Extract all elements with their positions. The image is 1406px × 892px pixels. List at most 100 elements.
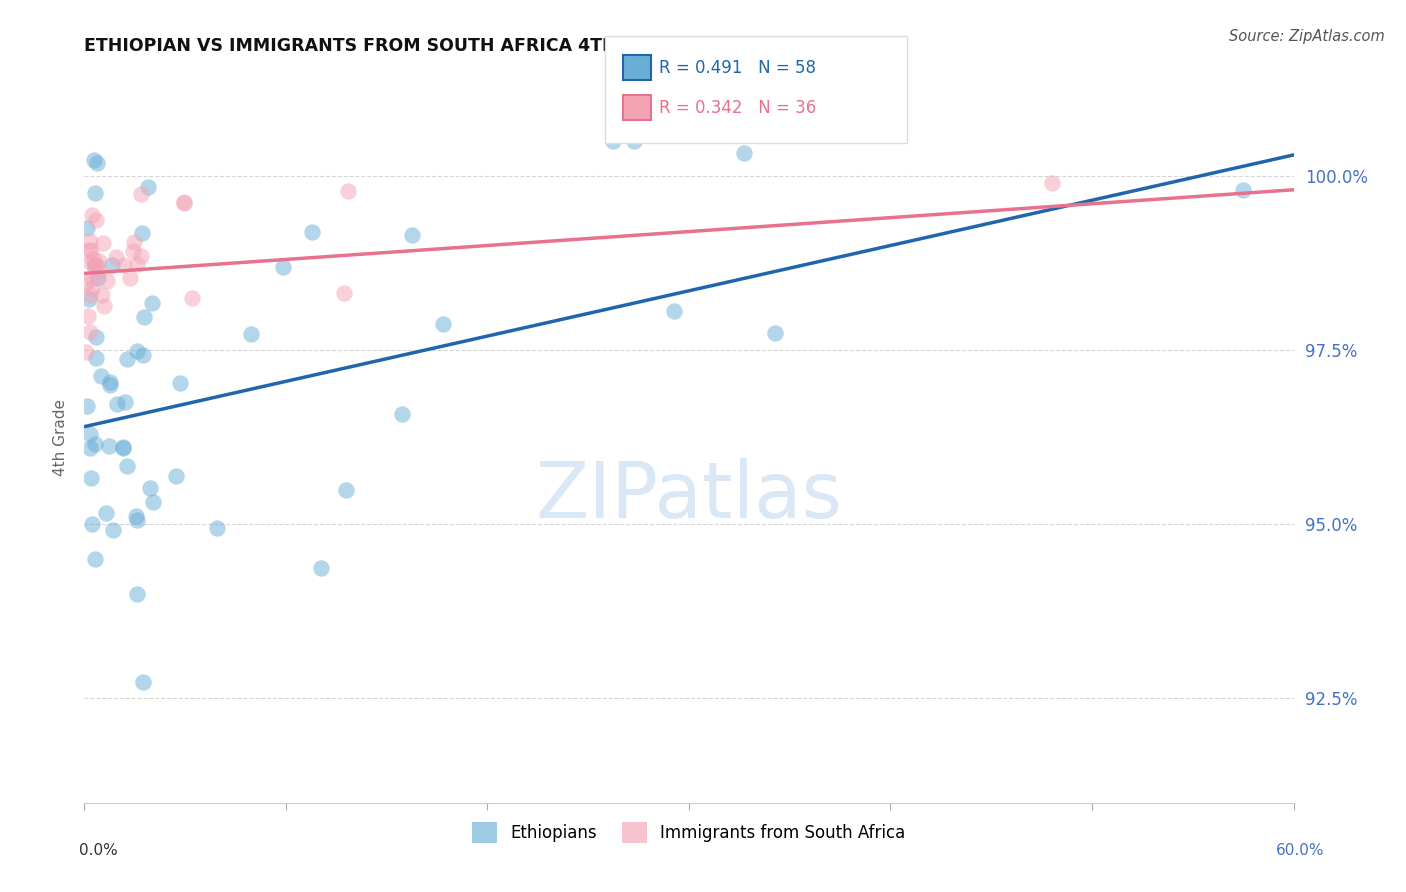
Point (77, 243, 100, 257)
Point (83, 259, 105, 273)
Point (83, 437, 105, 451)
Point (105, 396, 128, 410)
Text: Source: ZipAtlas.com: Source: ZipAtlas.com (1229, 29, 1385, 44)
Point (77, 309, 100, 323)
Point (79, 288, 101, 302)
Point (79, 441, 101, 455)
Point (87, 253, 110, 268)
Point (125, 257, 148, 271)
Point (111, 441, 134, 455)
Point (1040, 176, 1063, 190)
Point (662, 304, 685, 318)
Point (139, 482, 162, 496)
Point (91, 288, 114, 302)
Point (86, 156, 108, 170)
Point (125, 587, 148, 601)
Text: 60.0%: 60.0% (1277, 843, 1324, 858)
Point (75, 344, 97, 359)
Point (169, 376, 191, 390)
Point (111, 440, 134, 454)
Point (91, 235, 114, 250)
Point (138, 179, 160, 194)
Point (90, 369, 112, 384)
Point (181, 291, 204, 305)
Point (86, 351, 108, 366)
Point (76, 400, 98, 414)
Point (79, 255, 101, 269)
Point (82, 272, 104, 286)
Text: R = 0.342   N = 36: R = 0.342 N = 36 (659, 99, 817, 117)
Point (120, 271, 142, 285)
Text: 0.0%: 0.0% (79, 843, 118, 858)
Point (134, 310, 156, 324)
Point (96, 274, 118, 288)
Point (117, 458, 139, 473)
Point (763, 326, 786, 340)
Point (623, 134, 645, 148)
Point (602, 134, 624, 148)
Point (112, 258, 135, 272)
Point (80, 471, 103, 485)
Point (115, 352, 138, 367)
Point (131, 348, 153, 362)
Point (401, 228, 423, 243)
Point (80, 516, 103, 531)
Point (82, 208, 104, 222)
Point (1232, 183, 1254, 197)
Text: ETHIOPIAN VS IMMIGRANTS FROM SOUTH AFRICA 4TH GRADE CORRELATION CHART: ETHIOPIAN VS IMMIGRANTS FROM SOUTH AFRIC… (84, 37, 905, 54)
Point (132, 675, 155, 690)
Point (87, 270, 110, 285)
Y-axis label: 4th Grade: 4th Grade (53, 399, 69, 475)
Point (80, 281, 103, 295)
Point (332, 285, 354, 300)
Point (114, 394, 136, 409)
Point (239, 327, 262, 342)
Point (77, 292, 100, 306)
Point (83, 259, 105, 273)
Point (122, 244, 145, 258)
Point (84, 552, 107, 566)
Text: ZIPatlas: ZIPatlas (536, 458, 842, 533)
Text: R = 0.491   N = 58: R = 0.491 N = 58 (659, 59, 817, 77)
Point (125, 513, 148, 527)
Point (335, 483, 357, 497)
Point (391, 407, 413, 421)
Point (86, 212, 108, 227)
Point (129, 187, 152, 202)
Point (101, 258, 124, 272)
Point (336, 185, 359, 199)
Point (86, 265, 108, 279)
Point (141, 295, 163, 310)
Point (131, 249, 153, 263)
Point (205, 521, 228, 535)
Point (87, 260, 110, 274)
Point (173, 196, 195, 211)
Point (79, 243, 101, 257)
Point (309, 560, 332, 574)
Point (94, 506, 117, 520)
Point (83, 153, 105, 168)
Point (93, 300, 115, 314)
Point (301, 226, 323, 240)
Point (125, 343, 148, 358)
Point (98, 378, 121, 392)
Point (103, 523, 125, 537)
Point (173, 194, 195, 209)
Legend: Ethiopians, Immigrants from South Africa: Ethiopians, Immigrants from South Africa (465, 815, 912, 849)
Point (432, 318, 454, 332)
Point (83, 186, 105, 200)
Point (84, 330, 107, 344)
Point (733, 146, 755, 161)
Point (131, 226, 153, 240)
Point (75, 277, 97, 291)
Point (98, 376, 121, 390)
Point (98, 439, 121, 453)
Point (79, 426, 101, 441)
Point (79, 234, 101, 248)
Point (165, 468, 187, 483)
Point (142, 495, 165, 509)
Point (273, 260, 295, 275)
Point (79, 325, 101, 339)
Point (76, 220, 98, 235)
Point (122, 235, 145, 249)
